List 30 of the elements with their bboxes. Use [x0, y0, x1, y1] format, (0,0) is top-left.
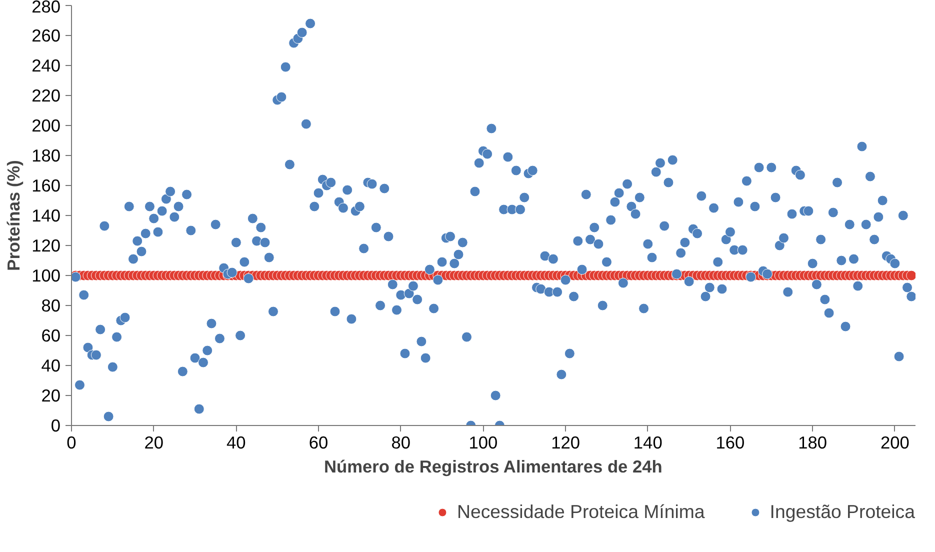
x-tick-label: 160	[716, 432, 745, 452]
legend-label: Necessidade Proteica Mínima	[456, 501, 705, 523]
y-tick-label: 160	[32, 176, 61, 196]
y-tick-label: 140	[32, 206, 61, 226]
x-tick-label: 0	[66, 432, 76, 452]
y-tick-label: 20	[41, 386, 61, 406]
y-tick-label: 200	[32, 116, 61, 136]
y-tick-label: 240	[32, 56, 61, 76]
y-axis-title: Proteínas (%)	[4, 160, 24, 271]
x-tick-label: 120	[551, 432, 580, 452]
x-tick-label: 140	[633, 432, 662, 452]
y-tick-label: 100	[32, 266, 61, 286]
y-tick-label: 180	[32, 146, 61, 166]
x-axis-title: Número de Registros Alimentares de 24h	[324, 456, 662, 476]
y-tick-label: 280	[32, 0, 61, 16]
x-tick-label: 20	[144, 432, 164, 452]
x-tick-label: 60	[308, 432, 328, 452]
y-tick-label: 220	[32, 86, 61, 106]
y-tick-label: 40	[41, 356, 61, 376]
x-tick-label: 40	[226, 432, 246, 452]
y-tick-label: 260	[32, 26, 61, 46]
y-tick-label: 0	[50, 416, 61, 436]
y-tick-label: 80	[41, 296, 61, 316]
legend-label: Ingestão Proteica	[770, 501, 915, 523]
x-tick-label: 200	[880, 432, 910, 452]
x-tick-label: 80	[391, 432, 411, 452]
y-tick-label: 60	[41, 326, 61, 346]
x-tick-label: 180	[798, 432, 828, 452]
x-tick-label: 100	[468, 432, 498, 452]
y-tick-label: 120	[32, 236, 61, 256]
